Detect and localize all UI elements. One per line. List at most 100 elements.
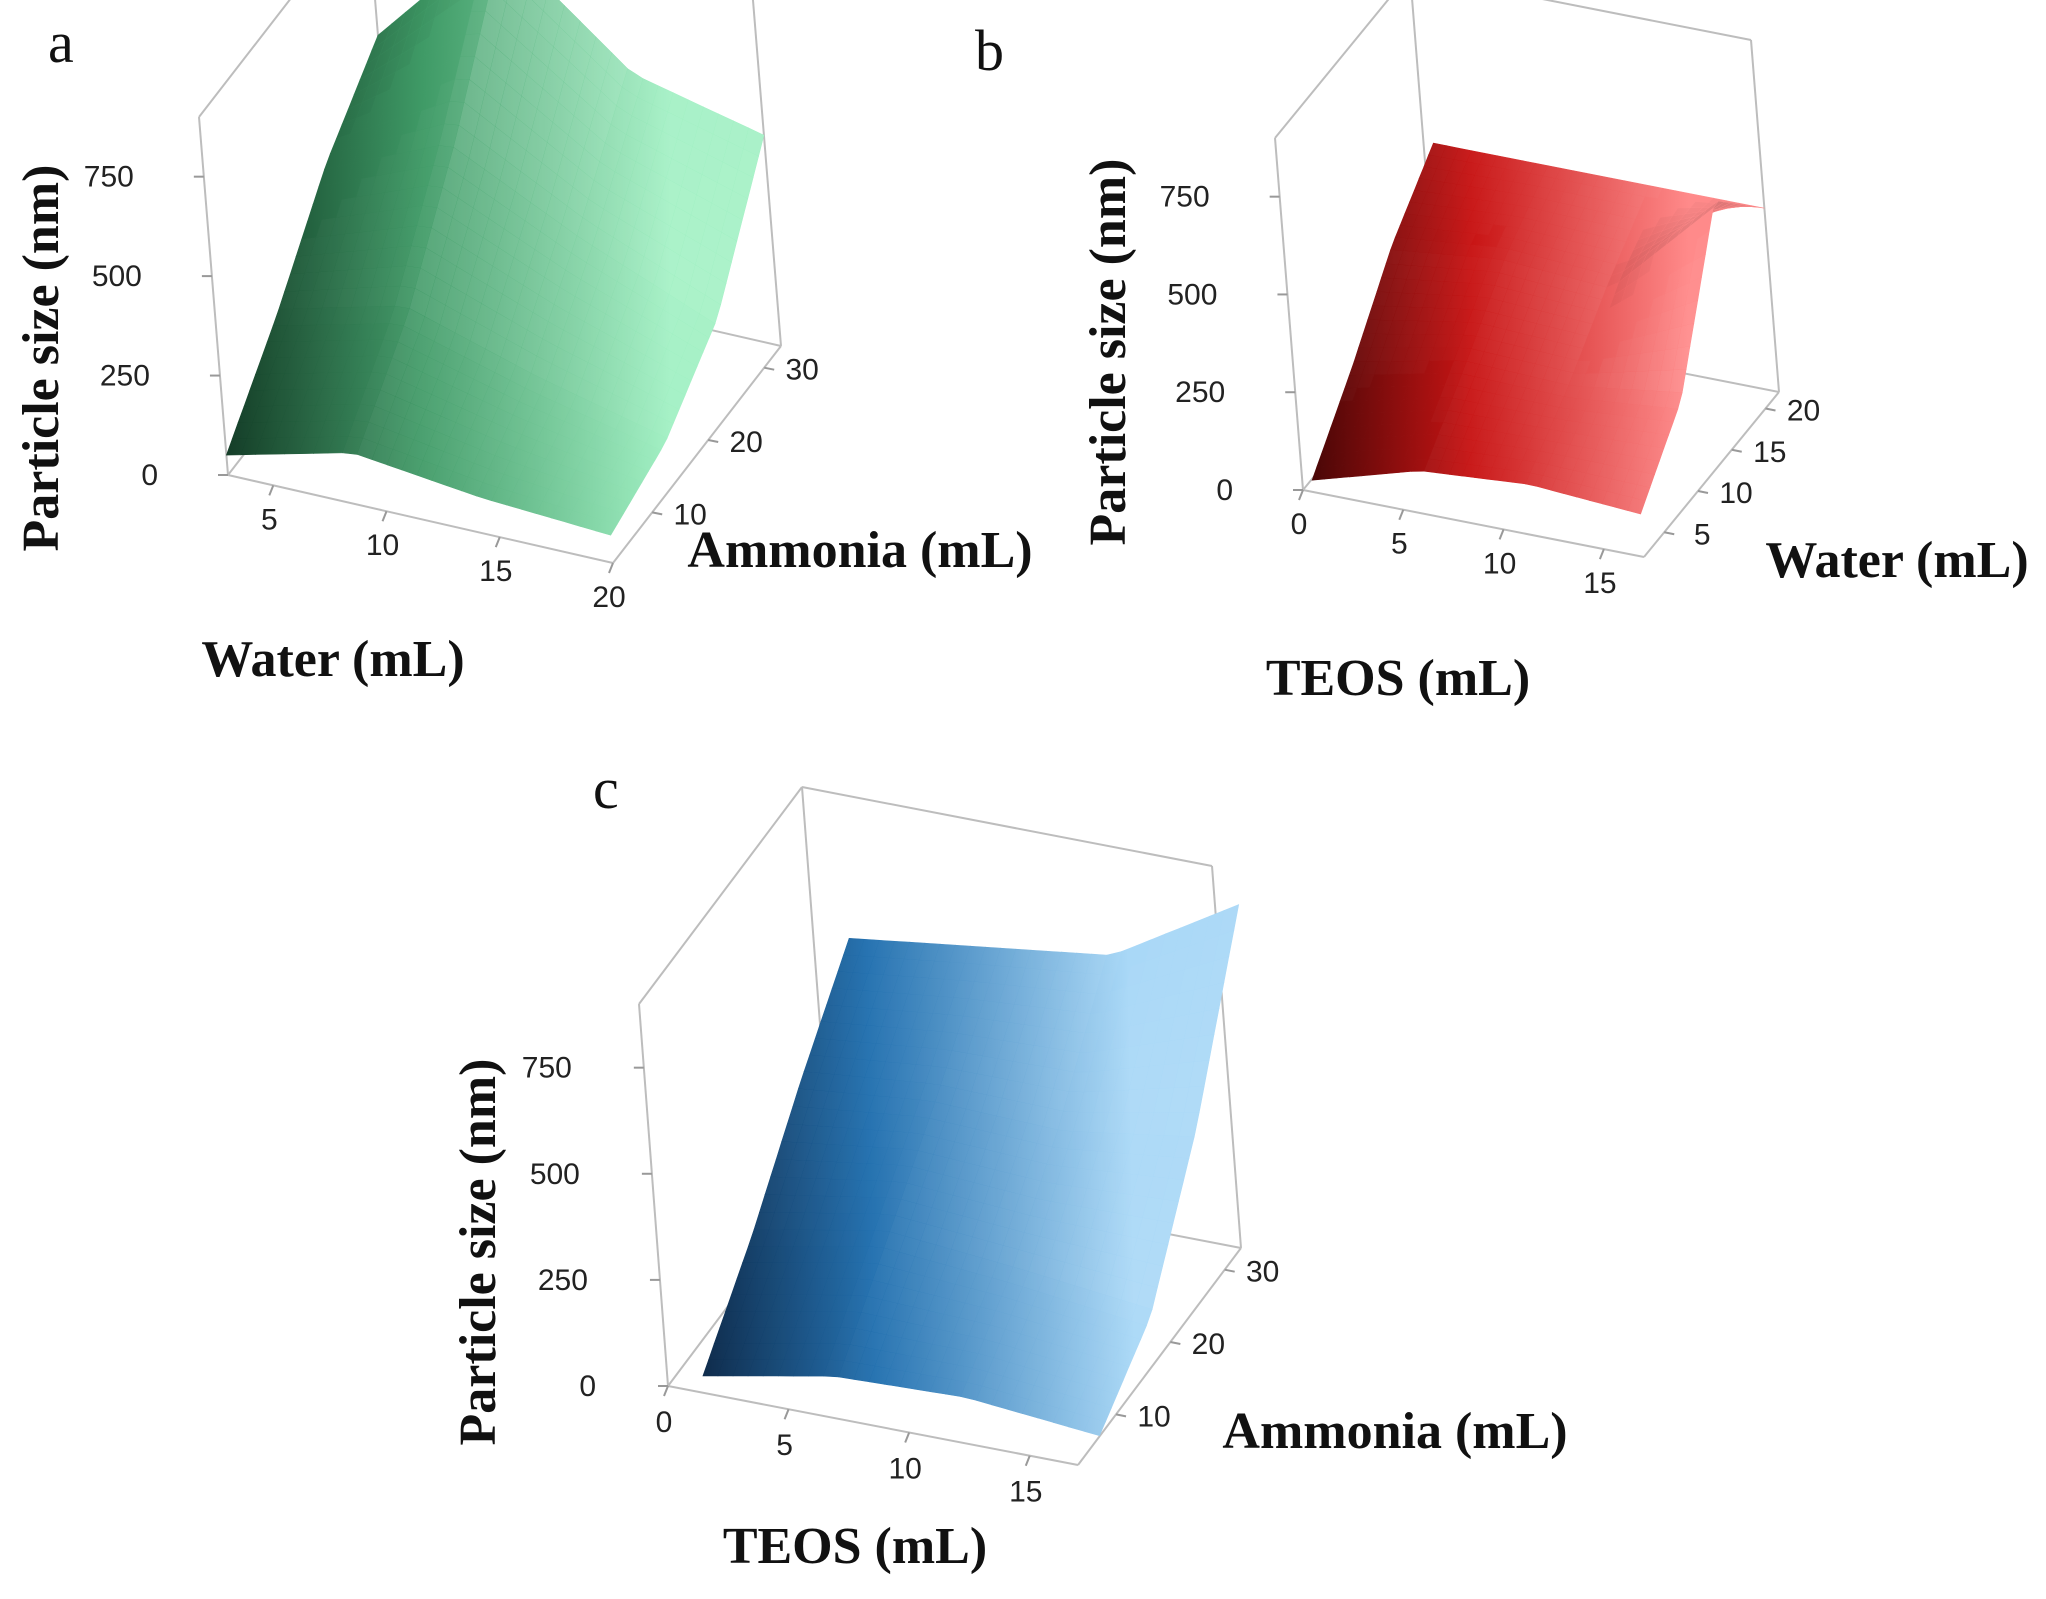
panel-a-surface-shading xyxy=(395,381,417,404)
panel-a-surface-shading xyxy=(542,321,564,348)
panel-a-surface-shading xyxy=(568,115,590,149)
panel-a-surface-shading xyxy=(537,11,559,48)
panel-a-surface-shading xyxy=(437,364,459,387)
panel-a-surface-shading xyxy=(413,333,435,357)
panel-a-surface-shading xyxy=(409,288,431,317)
panel-a-surface-shading xyxy=(502,275,524,304)
panel-a-surface-shading xyxy=(467,379,489,401)
panel-b-surface-shading xyxy=(1511,304,1529,321)
panel-a-surface-shading xyxy=(579,415,601,435)
panel-a-surface-shading xyxy=(667,92,689,120)
panel-b-surface-shading xyxy=(1523,308,1542,324)
panel-a-surface-shading xyxy=(407,8,427,37)
panel-a-surface-shading xyxy=(594,161,615,191)
panel-c-x-tick-label: 10 xyxy=(888,1452,921,1485)
panel-a-surface-shading xyxy=(605,124,627,154)
panel-a-surface-shading xyxy=(386,358,408,381)
panel-a-surface-shading xyxy=(387,449,408,470)
panel-a-surface-shading xyxy=(548,47,570,83)
panel-a-surface-shading xyxy=(522,0,544,33)
panel-a-surface-shading xyxy=(410,387,432,410)
panel-a-surface-shading xyxy=(354,71,374,95)
panel-a-surface-shading xyxy=(366,39,386,65)
panel-a: a 0 250 500 750 5 10 15 20 10 20 30 Water (mL) Amm… xyxy=(13,0,1033,688)
panel-b-y-axis-title: Water (mL) xyxy=(1765,532,2028,589)
panel-a-surface-shading xyxy=(642,393,664,417)
panel-a-surface-shading xyxy=(570,395,592,416)
panel-a-surface-shading xyxy=(669,372,691,396)
panel-a-surface-shading xyxy=(612,378,634,402)
panel-a-surface-shading xyxy=(403,308,425,334)
panel-a-z-tick-label: 750 xyxy=(84,161,134,194)
panel-a-surface-shading xyxy=(336,288,357,308)
panel-a-surface-shading xyxy=(538,277,560,305)
panel-a-surface-shading xyxy=(652,85,674,113)
panel-a-surface-shading xyxy=(452,457,474,478)
panel-b-surface-shading xyxy=(1381,263,1399,279)
panel-a-surface-shading xyxy=(473,364,495,387)
panel-a-surface-shading xyxy=(565,253,587,280)
panel-a-surface-shading xyxy=(445,286,467,314)
panel-a-surface-shading xyxy=(443,349,465,372)
panel-a-surface-shading xyxy=(584,129,606,162)
panel-b-surface-shading xyxy=(1677,218,1695,237)
panel-a-surface-shading xyxy=(407,349,429,373)
panel-a-surface-shading xyxy=(596,272,618,298)
panel-a-surface-shading xyxy=(588,346,610,371)
panel-a-surface-shading xyxy=(495,25,517,62)
panel-b-surface-shading xyxy=(1529,255,1548,271)
panel-a-surface-shading xyxy=(482,386,504,408)
panel-a-surface-shading xyxy=(455,56,475,80)
panel-a-surface-shading xyxy=(580,262,602,289)
panel-b-surface-shading xyxy=(1657,226,1675,239)
panel-b-x-tick-label: 10 xyxy=(1483,547,1516,580)
panel-a-surface-shading xyxy=(658,401,680,424)
panel-b-surface-shading xyxy=(1550,273,1569,290)
panel-a-surface-shading xyxy=(616,87,638,116)
panel-a-surface-shading xyxy=(687,328,709,353)
panel-a-surface-shading xyxy=(394,286,416,309)
panel-a-surface-shading xyxy=(582,362,604,387)
panel-a-surface-shading xyxy=(473,449,495,470)
panel-a-x-tick xyxy=(608,562,614,574)
panel-a-y-tick-label: 20 xyxy=(730,426,763,459)
panel-a-surface-shading xyxy=(606,393,628,417)
panel-a-surface-shading xyxy=(495,104,517,139)
panel-c-y-tick-label: 10 xyxy=(1137,1400,1170,1433)
panel-a-surface-shading xyxy=(621,401,643,424)
panel-c-x-tick xyxy=(1024,1455,1031,1467)
panel-a-surface-shading xyxy=(654,364,676,388)
panel-a-surface-shading xyxy=(378,428,399,450)
panel-a-surface-shading xyxy=(578,148,600,181)
panel-a-surface-shading xyxy=(645,170,667,198)
panel-a-surface-shading xyxy=(585,56,607,92)
panel-b-surface-shading xyxy=(1628,244,1646,261)
panel-c-z-axis-line xyxy=(638,1003,669,1387)
panel-a-surface-shading xyxy=(572,338,594,363)
panel-c-surface xyxy=(702,904,1240,1437)
panel-letter-c: c xyxy=(593,756,619,821)
panel-a-surface-shading xyxy=(360,55,380,80)
panel-a-surface-shading xyxy=(405,246,427,269)
panel-a-surface-shading xyxy=(647,104,668,132)
panel-a-surface-shading xyxy=(446,386,468,409)
panel-b-surface-shading xyxy=(1533,283,1551,299)
panel-a-surface-shading xyxy=(544,259,566,288)
panel-b-y-tick xyxy=(1697,490,1709,494)
panel-a-surface-shading xyxy=(407,439,429,461)
panel-a-surface-shading xyxy=(582,446,604,465)
panel-a-surface-shading xyxy=(624,180,646,209)
panel-a-surface-shading xyxy=(459,102,480,137)
panel-b-surface-shading xyxy=(1520,279,1538,296)
panel-a-surface-shading xyxy=(398,326,419,350)
panel-a-surface-shading xyxy=(567,440,589,459)
panel-a-surface-shading xyxy=(368,406,390,429)
panel-b-surface-shading xyxy=(1571,293,1590,309)
panel-b-surface-shading xyxy=(1654,236,1671,255)
panel-a-surface-shading xyxy=(513,401,535,422)
panel-a-z-axis-line xyxy=(198,116,229,476)
panel-b-surface-shading xyxy=(1515,292,1534,308)
panel-b-surface-shading xyxy=(1563,277,1581,293)
panel-a-surface-shading xyxy=(609,338,631,363)
